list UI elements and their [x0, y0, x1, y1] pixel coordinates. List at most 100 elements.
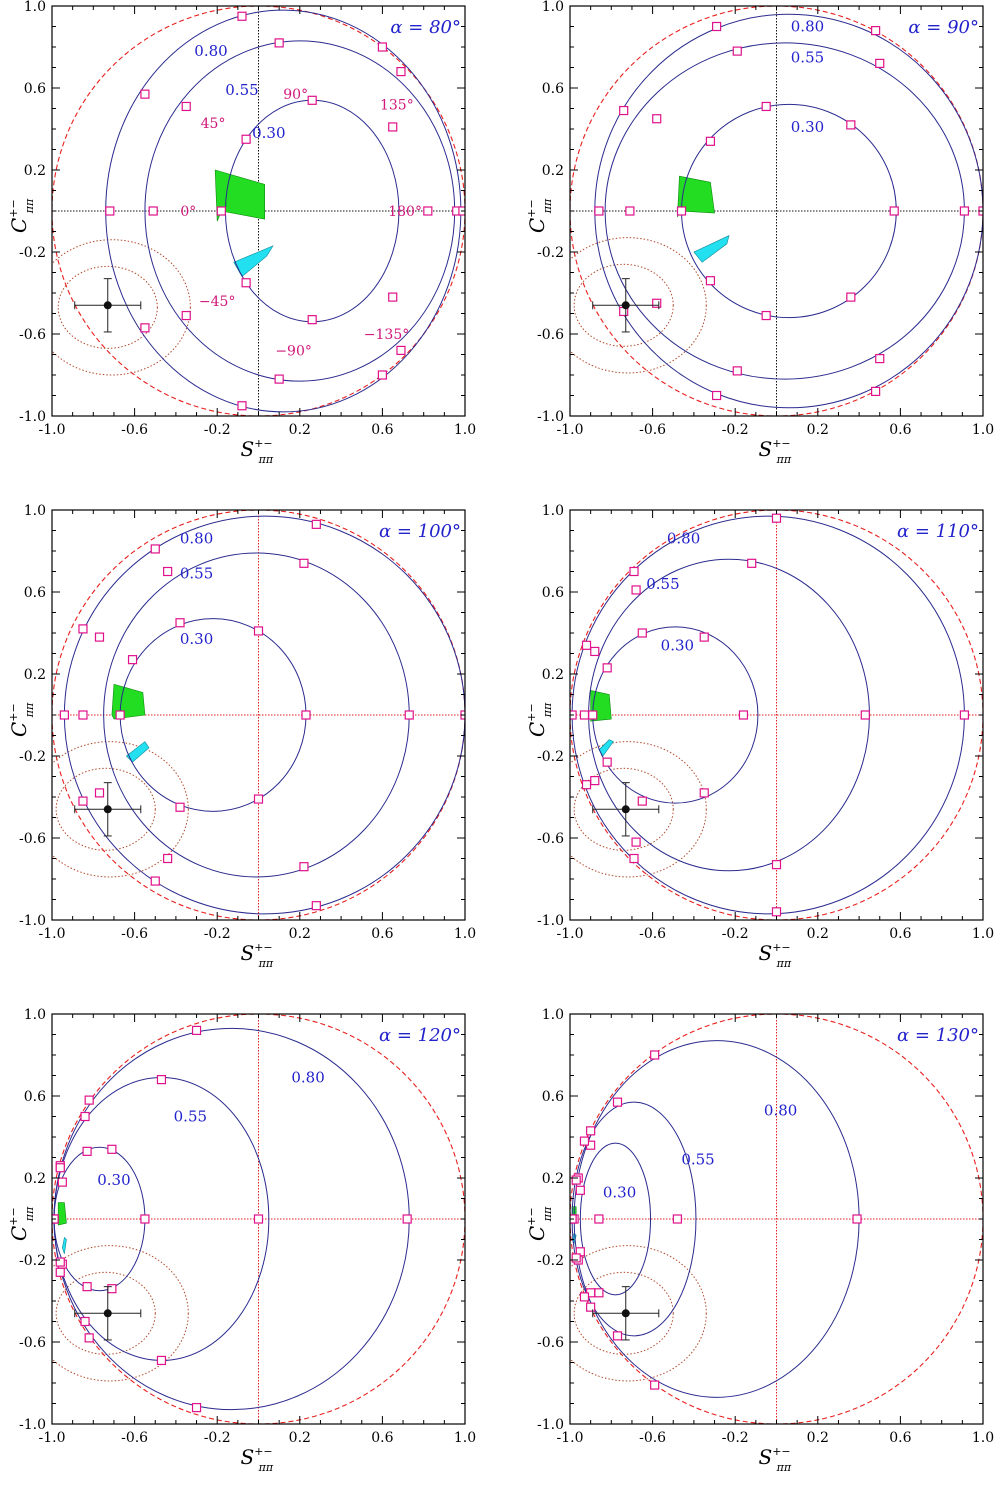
phase-marker: [140, 323, 150, 333]
phase-marker: [705, 136, 716, 146]
x-tick-label: -0.2: [722, 926, 749, 942]
confidence-ellipse-outer: [570, 237, 707, 374]
x-axis-label-sup: +−: [772, 941, 790, 954]
x-tick-label: -0.6: [121, 422, 148, 438]
x-axis-label: S+− ππ: [241, 941, 274, 970]
phase-marker: [676, 206, 687, 216]
contour-label: 0.80: [291, 1069, 324, 1087]
measurement-point: [621, 301, 630, 310]
allowed-region-green: [57, 1202, 67, 1226]
chart-svg: 0.30 0.55 0.80 0° 45° 90° 135° 180° −45° −90° −135…: [7, 0, 476, 466]
phase-marker: [80, 1316, 90, 1327]
phase-label: 0°: [180, 204, 196, 220]
phase-marker: [253, 794, 264, 804]
y-tick-label: 0.2: [24, 667, 46, 683]
phase-marker: [105, 206, 115, 216]
y-axis-label-sup: +−: [7, 199, 20, 217]
x-tick-label: -0.6: [639, 1430, 666, 1446]
y-tick-label: -1.0: [19, 409, 46, 425]
phase-marker: [629, 853, 639, 864]
y-tick-label: -0.6: [19, 831, 46, 847]
x-tick-label: 1.0: [972, 1430, 994, 1446]
phase-marker: [705, 276, 716, 286]
measurement-point: [103, 301, 112, 310]
plot-area: [570, 510, 983, 920]
phase-marker: [148, 206, 158, 216]
x-tick-label: -0.6: [639, 422, 666, 438]
contour-label: 0.55: [180, 565, 213, 583]
x-axis-label: S+− ππ: [241, 437, 274, 466]
y-tick-label: 0.6: [542, 81, 564, 97]
phase-marker: [712, 21, 722, 32]
contour-label: 0.30: [603, 1183, 636, 1201]
phase-marker: [127, 655, 138, 665]
phase-marker: [156, 1355, 167, 1366]
phase-marker: [581, 640, 592, 650]
phase-marker: [590, 646, 600, 657]
phase-marker: [602, 663, 612, 673]
contour-label: 0.55: [646, 575, 679, 593]
phase-marker: [650, 1050, 660, 1060]
chart-svg: 0.30 0.55 0.80 α = 120° -1.0 -0.6 -0.2 0.2 0.6 1.…: [7, 1008, 476, 1474]
phase-marker: [771, 860, 782, 870]
contour-label: 0.55: [791, 48, 824, 66]
x-axis-label-sub: ππ: [258, 1461, 274, 1474]
x-tick-label: 0.6: [371, 926, 393, 942]
phase-marker: [402, 1214, 412, 1224]
y-axis-label-sub: ππ: [541, 198, 554, 214]
chart-panel-alpha-110: 0.30 0.55 0.80 α = 110° -1.0 -0.6 -0.2 0.2 0.6 1.…: [518, 504, 1002, 994]
y-axis-label-sup: +−: [525, 703, 538, 721]
y-tick-label: -0.6: [537, 1335, 564, 1351]
phase-marker: [871, 386, 881, 396]
phase-marker: [631, 585, 641, 595]
phase-marker: [619, 105, 629, 116]
phase-marker: [80, 1111, 90, 1122]
phase-marker: [871, 26, 881, 36]
y-tick-label: 1.0: [542, 504, 564, 519]
measurement-point: [103, 805, 112, 814]
confidence-ellipse-inner: [57, 265, 158, 349]
x-tick-label: 1.0: [454, 1430, 476, 1446]
y-axis-label-main: C: [525, 218, 549, 233]
phase-marker: [156, 1074, 167, 1085]
contour-label: 0.80: [764, 1101, 797, 1119]
alpha-label: α = 130°: [897, 1025, 979, 1046]
phase-marker: [241, 278, 251, 288]
phase-marker: [78, 624, 88, 634]
x-tick-label: 0.6: [371, 422, 393, 438]
y-tick-label: -0.2: [19, 749, 46, 765]
x-axis-label-sup: +−: [772, 437, 790, 450]
plot-area: [52, 510, 465, 920]
phase-label: 45°: [201, 116, 226, 132]
phase-marker: [311, 519, 321, 529]
x-tick-label: -0.2: [722, 422, 749, 438]
phase-marker: [875, 58, 885, 69]
y-tick-label: 0.2: [542, 163, 564, 179]
confidence-ellipse-outer: [52, 239, 191, 376]
allowed-region-cyan: [125, 741, 150, 763]
y-axis-label-sub: ππ: [23, 198, 36, 214]
x-axis-label: S+− ππ: [759, 1445, 792, 1474]
alpha-label: α = 110°: [897, 521, 979, 542]
chart-svg: 0.30 0.55 0.80 α = 100° -1.0 -0.6 -0.2 0.2 0.6 1.…: [7, 504, 476, 970]
x-tick-label: -1.0: [557, 926, 584, 942]
y-tick-label: 0.6: [542, 1089, 564, 1105]
phase-label: −45°: [199, 294, 236, 310]
phase-marker: [761, 310, 771, 321]
phase-marker: [699, 632, 709, 642]
plot-area: [570, 6, 983, 416]
chart-svg: 0.30 0.55 0.80 α = 90° -1.0 -0.6 -0.2 0.2 0.6 1.0…: [525, 0, 994, 466]
phase-marker: [191, 1025, 202, 1035]
y-axis-label-sub: ππ: [541, 1206, 554, 1222]
contour-label: 0.30: [252, 124, 285, 142]
allowed-region-cyan: [62, 1236, 67, 1254]
phase-marker: [650, 1380, 660, 1390]
phase-marker: [699, 788, 709, 798]
chart-panel-alpha-80: 0.30 0.55 0.80 0° 45° 90° 135° 180° −45° −90° −135…: [0, 0, 501, 490]
contour-label: 0.80: [194, 42, 227, 60]
phase-marker: [175, 802, 185, 812]
alpha-label: α = 100°: [379, 521, 461, 542]
phase-marker: [253, 1214, 264, 1224]
phase-marker: [181, 101, 191, 112]
